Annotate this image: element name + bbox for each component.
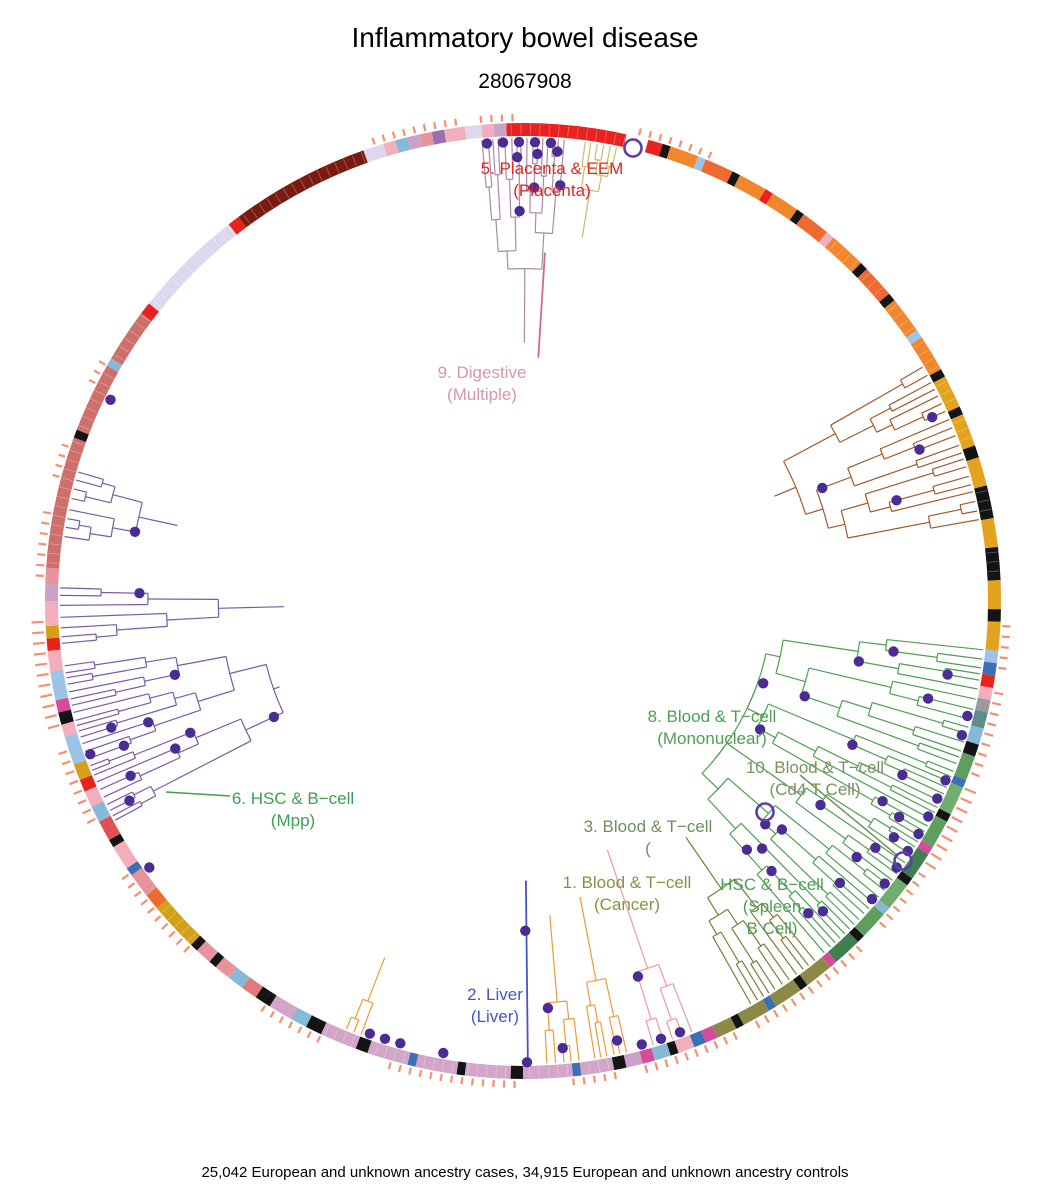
cluster-label-blood-cd4: 10. Blood & T−cell (Cd4 T Cell) [745, 758, 885, 799]
dendrogram-pink-bottom [606, 849, 693, 1046]
cohort-caption: 25,042 European and unknown ancestry cas… [201, 1164, 849, 1181]
cluster-label-hsc-mpp: 6. HSC & B−cell (Mpp) [231, 789, 355, 830]
node-dots [85, 136, 973, 1068]
cluster-label-blood-cancer: 1. Blood & T−cell (Cancer) [562, 873, 692, 914]
cluster-label-digestive: 9. Digestive (Multiple) [437, 363, 527, 404]
dendrogram-brown-right [774, 366, 979, 539]
cluster-label-hsc-spleen: HSC & B−cell (Spleen B Cell) [720, 875, 824, 938]
dendrogram-orange-b [544, 915, 580, 1064]
dendrogram-orange-c [345, 957, 386, 1035]
stems [525, 252, 546, 1066]
dendrogram-olive-blood [685, 836, 816, 1005]
page-title: Inflammatory bowel disease [351, 22, 699, 53]
dendrogram-orange-a [579, 896, 628, 1059]
dendrogram-digestive-top [580, 142, 617, 238]
enrichment-ticks [31, 114, 1011, 1088]
dendrogram-purple-small [64, 471, 178, 541]
leader-lines [165, 774, 899, 857]
cluster-label-placenta: 5. Placenta & EEM (Placenta) [480, 159, 624, 200]
cluster-label-blood-mononuclear: 8. Blood & T−cell (Mononuclear) [647, 707, 777, 748]
cluster-label-liver: 2. Liver (Liver) [467, 985, 523, 1026]
pmid-subtitle: 28067908 [478, 70, 572, 93]
tissue-ring [44, 123, 1001, 1079]
dendrogram-purple-mid [59, 587, 285, 644]
cluster-label-blood-3: 3. Blood & T−cell( [583, 817, 713, 858]
highlight-circles [623, 138, 913, 871]
